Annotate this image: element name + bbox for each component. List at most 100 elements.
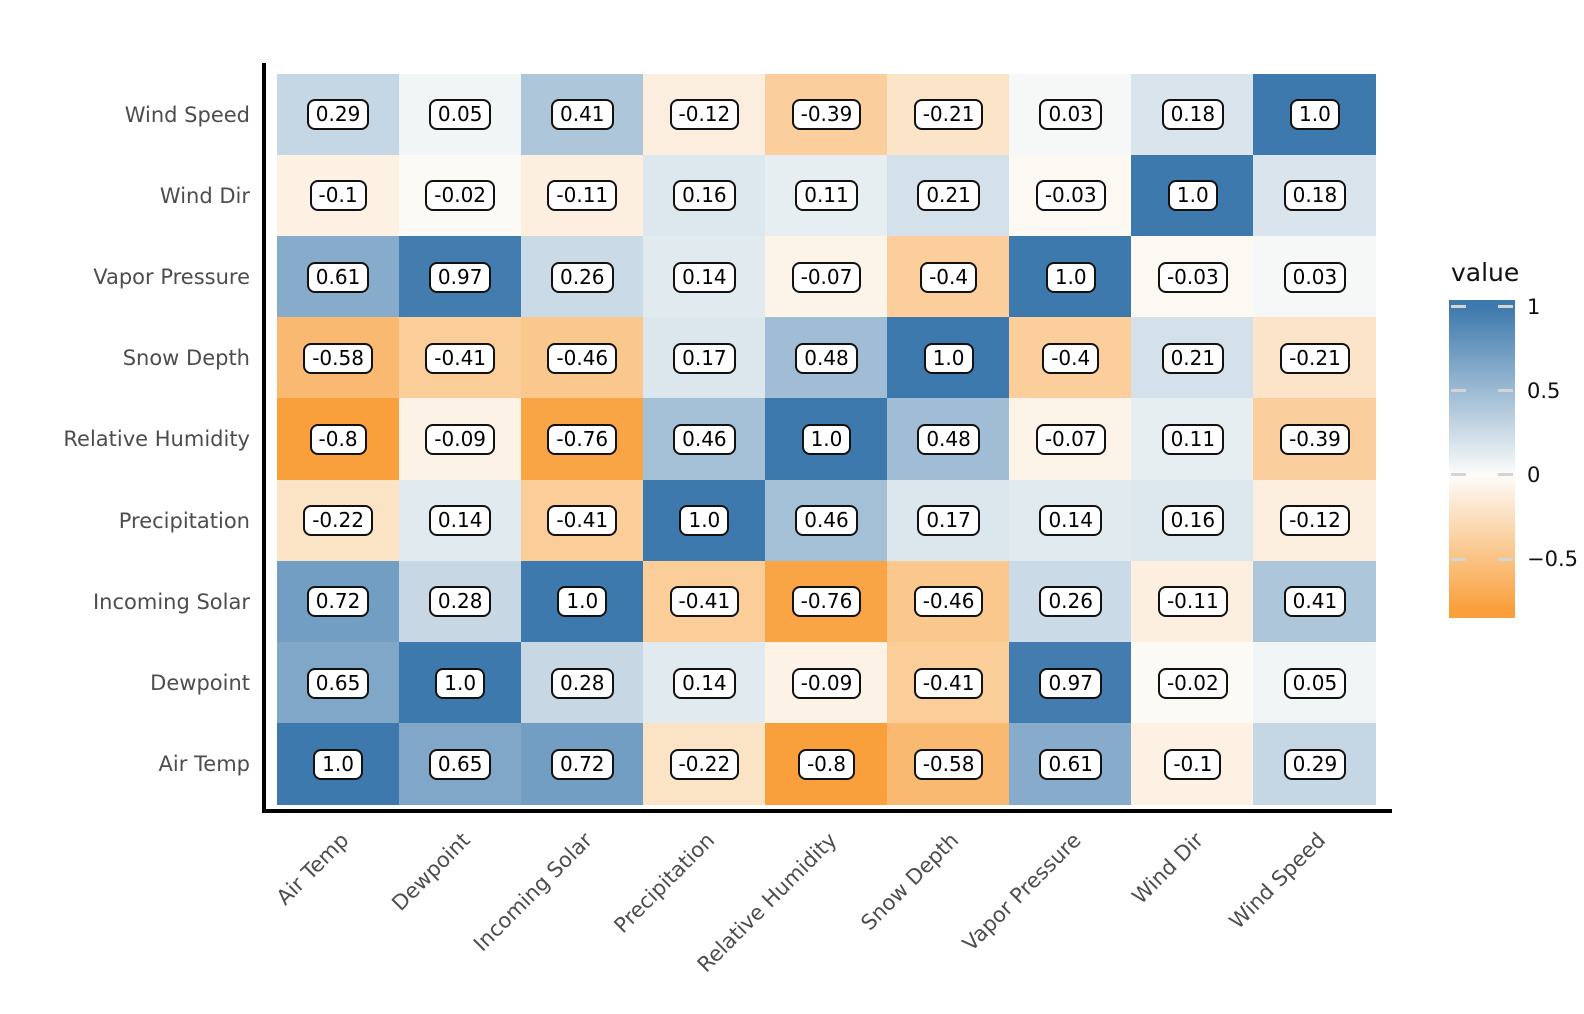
heatmap-cell: 0.05 [1253, 642, 1377, 725]
colorbar-tick-label: −0.5 [1527, 547, 1578, 572]
colorbar-tick [1498, 389, 1513, 393]
colorbar-tick-label: 0 [1527, 462, 1541, 487]
heatmap-cell: -0.09 [398, 398, 522, 481]
legend-title: value [1451, 258, 1520, 287]
heatmap-cell: -0.58 [887, 723, 1011, 806]
heatmap-cell: 0.48 [765, 317, 888, 400]
heatmap-cell: -0.76 [520, 398, 644, 481]
cell-value-label: -0.07 [791, 261, 862, 293]
heatmap-cell: -0.02 [398, 154, 522, 237]
cell-value-label: 1.0 [1045, 261, 1096, 293]
cell-value-label: -0.09 [425, 423, 496, 455]
heatmap-cell: 0.28 [520, 642, 644, 725]
heatmap-cell: 0.26 [520, 236, 644, 319]
x-axis-line [262, 809, 1392, 813]
heatmap-cell: 1.0 [642, 479, 766, 562]
cell-value-label: -0.03 [1157, 261, 1228, 293]
cell-value-label: -0.21 [1280, 342, 1350, 374]
y-axis-label: Air Temp [158, 752, 250, 777]
cell-value-label: -0.02 [1157, 667, 1228, 699]
x-axis-label: Wind Speed [1224, 828, 1330, 934]
cell-value-label: 0.72 [551, 748, 614, 780]
heatmap-cell: 0.41 [1253, 560, 1377, 643]
heatmap-cell: 1.0 [765, 398, 888, 481]
heatmap-cell: -0.22 [276, 479, 400, 562]
cell-value-label: 0.18 [1161, 99, 1225, 131]
cell-value-label: 0.46 [673, 423, 736, 455]
cell-value-label: 0.03 [1283, 261, 1347, 293]
heatmap-cell: 0.03 [1009, 73, 1133, 156]
cell-value-label: 0.11 [795, 180, 858, 212]
y-axis-label: Dewpoint [150, 671, 250, 696]
heatmap-cell: 0.05 [398, 73, 522, 156]
heatmap-cell: -0.07 [765, 236, 888, 319]
heatmap-cell: 0.14 [1009, 479, 1133, 562]
cell-value-label: -0.46 [547, 342, 618, 374]
heatmap-cell: -0.11 [520, 154, 644, 237]
colorbar-tick-label: 0.5 [1527, 378, 1561, 403]
cell-value-label: -0.03 [1035, 180, 1106, 212]
cell-value-label: 0.26 [1039, 586, 1102, 618]
cell-value-label: 1.0 [1167, 180, 1218, 212]
heatmap-cell: 0.65 [398, 723, 522, 806]
heatmap-cell: 0.29 [1253, 723, 1377, 806]
y-axis-label: Wind Dir [159, 183, 250, 208]
cell-value-label: 0.65 [306, 667, 370, 699]
cell-value-label: -0.11 [547, 180, 618, 212]
cell-value-label: 0.05 [1283, 667, 1347, 699]
cell-value-label: -0.12 [1280, 505, 1350, 537]
heatmap-cell: 0.21 [1131, 317, 1255, 400]
heatmap-cell: 0.65 [276, 642, 400, 725]
cell-value-label: -0.41 [913, 667, 984, 699]
heatmap-cell: -0.02 [1131, 642, 1255, 725]
heatmap-cell: 0.41 [520, 73, 644, 156]
heatmap-cell: 0.26 [1009, 560, 1133, 643]
cell-value-label: 0.16 [673, 180, 736, 212]
x-axis-label: Vapor Pressure [957, 828, 1086, 956]
heatmap-cell: -0.4 [1009, 317, 1133, 400]
cell-value-label: 0.16 [1161, 505, 1225, 537]
cell-value-label: -0.58 [913, 748, 984, 780]
cell-value-label: -0.46 [913, 586, 984, 618]
heatmap-cell: 1.0 [1131, 154, 1255, 237]
x-axis-label: Snow Depth [856, 828, 964, 935]
heatmap-cell: -0.21 [887, 73, 1011, 156]
cell-value-label: 0.48 [917, 423, 980, 455]
cell-value-label: 1.0 [1290, 99, 1340, 131]
heatmap-cell: 0.46 [642, 398, 766, 481]
x-axis-label: Dewpoint [387, 828, 476, 916]
cell-value-label: 1.0 [435, 667, 486, 699]
cell-value-label: 0.14 [673, 261, 736, 293]
cell-value-label: 0.28 [428, 586, 492, 618]
cell-value-label: 0.17 [673, 342, 736, 374]
heatmap-cell: 0.17 [887, 479, 1011, 562]
cell-value-label: 0.05 [428, 99, 492, 131]
heatmap-cell: 0.14 [642, 236, 766, 319]
y-axis-label: Vapor Pressure [93, 265, 250, 290]
cell-value-label: -0.41 [425, 342, 496, 374]
x-axis-label: Air Temp [271, 828, 354, 910]
heatmap-cell: -0.21 [1253, 317, 1377, 400]
cell-value-label: -0.12 [669, 99, 740, 131]
heatmap-cell: -0.03 [1009, 154, 1133, 237]
cell-value-label: 1.0 [679, 505, 730, 537]
cell-value-label: -0.22 [669, 748, 740, 780]
heatmap-cell: -0.4 [887, 236, 1011, 319]
cell-value-label: -0.41 [669, 586, 740, 618]
cell-value-label: 0.14 [673, 667, 736, 699]
cell-value-label: -0.11 [1157, 586, 1228, 618]
heatmap-cell: -0.03 [1131, 236, 1255, 319]
heatmap-cell: -0.07 [1009, 398, 1133, 481]
cell-value-label: 0.65 [428, 748, 492, 780]
heatmap-cell: 0.16 [1131, 479, 1255, 562]
cell-value-label: -0.4 [1042, 342, 1100, 374]
cell-value-label: 0.97 [428, 261, 492, 293]
cell-value-label: -0.1 [1164, 748, 1222, 780]
heatmap-cell: 0.18 [1253, 154, 1377, 237]
cell-value-label: 0.11 [1161, 423, 1225, 455]
cell-value-label: 0.14 [1039, 505, 1102, 537]
colorbar-tick [1451, 473, 1466, 477]
cell-value-label: -0.4 [920, 261, 978, 293]
cell-value-label: 0.41 [1283, 586, 1347, 618]
